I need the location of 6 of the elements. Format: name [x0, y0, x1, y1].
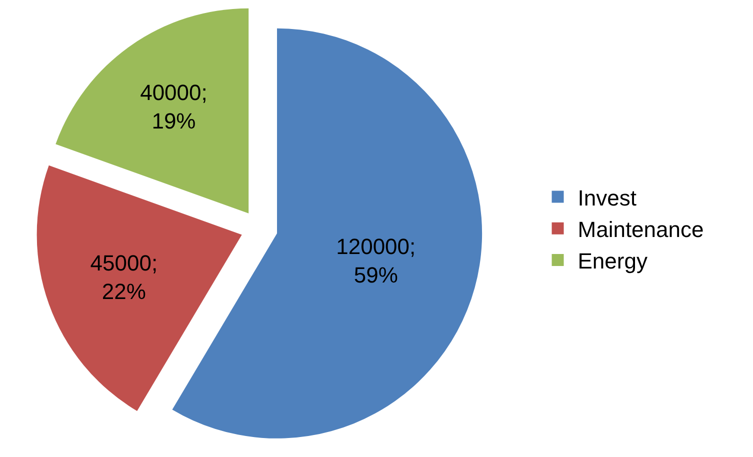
data-label: 120000; 59% — [336, 234, 416, 288]
legend-label: Invest — [578, 185, 636, 210]
legend-label: Energy — [578, 248, 648, 274]
data-label: 45000; 22% — [90, 250, 158, 304]
data-label: 40000; 19% — [140, 80, 208, 134]
legend-label: Maintenance — [578, 216, 704, 242]
